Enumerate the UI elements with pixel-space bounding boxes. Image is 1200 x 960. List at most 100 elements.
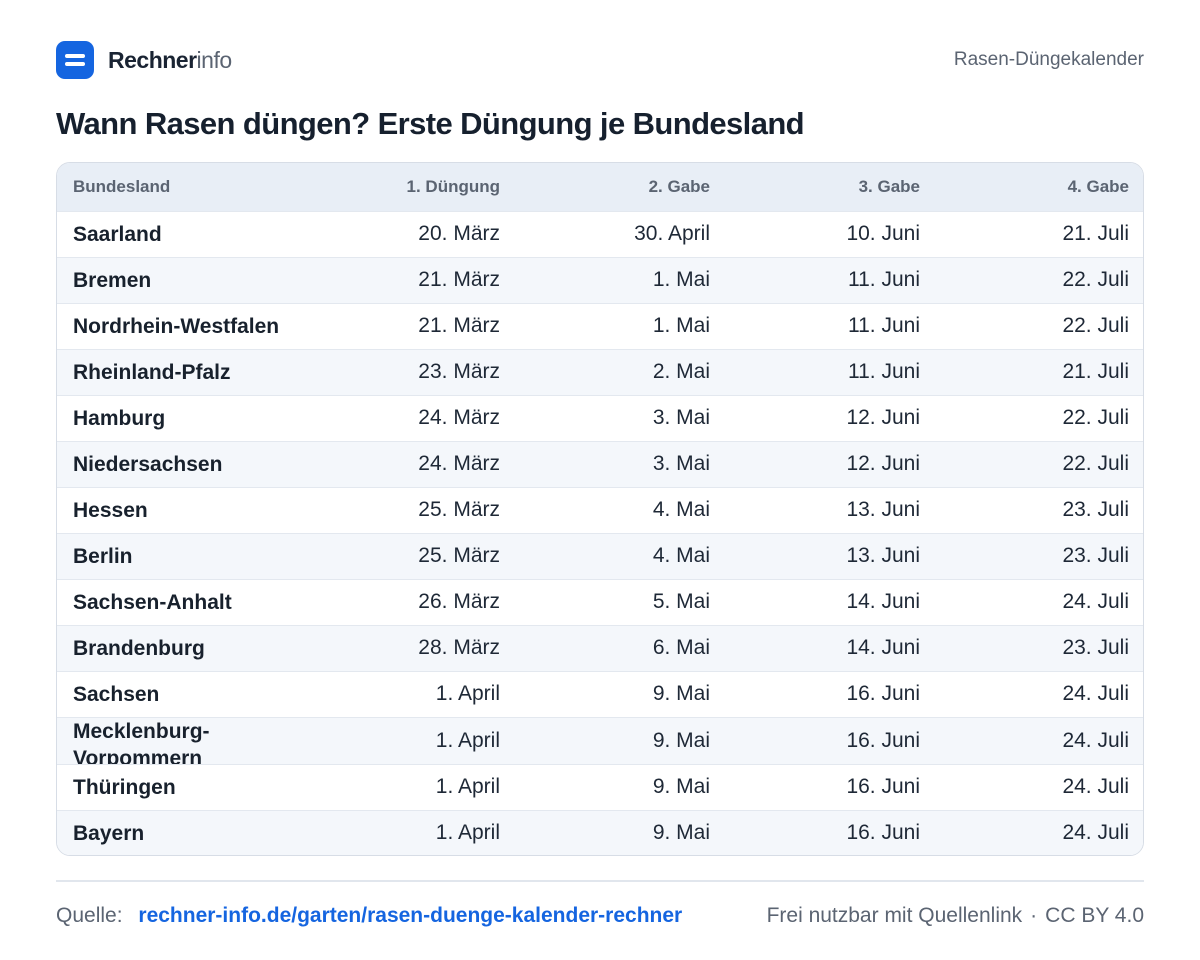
source-label: Quelle: xyxy=(56,904,123,927)
state-name: Berlin xyxy=(73,544,133,568)
first-fertilizing-cell: 21. März xyxy=(418,314,500,337)
column-header-bundesland: Bundesland xyxy=(73,176,171,196)
third-dose-cell: 16. Juni xyxy=(846,821,920,845)
license-separator: · xyxy=(1030,904,1038,927)
first-fertilizing-cell: 25. März xyxy=(418,498,500,521)
footer: Quelle: rechner-info.de/garten/rasen-due… xyxy=(56,904,1144,928)
table-row: Saarland 20. März 30. April 10. Juni 21. Jul… xyxy=(57,211,1143,257)
state-name: Mecklenburg-Vorpommern xyxy=(73,719,210,764)
license-text: Frei nutzbar mit Quellenlink xyxy=(766,904,1023,927)
fourth-dose-cell: 23. Juli xyxy=(1062,544,1129,567)
state-cell: Saarland xyxy=(57,211,307,257)
table-row: Bremen 21. März 1. Mai 11. Juni 22. Juli xyxy=(57,257,1143,303)
fourth-dose-cell: 22. Juli xyxy=(1062,314,1129,337)
fourth-dose-cell: 24. Juli xyxy=(1062,728,1129,752)
state-cell: Bremen xyxy=(57,257,307,303)
state-name: Thüringen xyxy=(73,775,176,799)
first-fertilizing-cell: 1. April xyxy=(435,775,500,798)
column-header-fourth-dose: 4. Gabe xyxy=(1067,176,1129,196)
state-cell: Berlin xyxy=(57,533,307,579)
third-dose-cell: 16. Juni xyxy=(846,775,920,798)
header-label: Rasen-Düngekalender xyxy=(953,49,1144,70)
table-row: Nordrhein-Westfalen 21. März 1. Mai 11. Jun… xyxy=(57,303,1143,349)
state-cell: Nordrhein-Westfalen xyxy=(57,303,307,349)
state-cell: Sachsen-Anhalt xyxy=(57,579,307,625)
third-dose-cell: 16. Juni xyxy=(846,728,920,752)
second-dose-cell: 1. Mai xyxy=(652,314,710,337)
state-cell: Thüringen xyxy=(57,764,307,810)
first-fertilizing-cell: 1. April xyxy=(435,728,500,752)
third-dose-cell: 16. Juni xyxy=(846,682,920,705)
fourth-dose-cell: 24. Juli xyxy=(1062,775,1129,798)
column-header-first-fertilizing: 1. Düngung xyxy=(406,176,500,196)
table-row: Sachsen-Anhalt 26. März 5. Mai 14. Juni 24. … xyxy=(57,579,1143,625)
second-dose-cell: 30. April xyxy=(634,222,710,245)
source: Quelle: rechner-info.de/garten/rasen-due… xyxy=(56,904,682,928)
state-cell: Brandenburg xyxy=(57,625,307,671)
state-name: Bayern xyxy=(73,821,145,845)
table-row: Hamburg 24. März 3. Mai 12. Juni 22. Juli xyxy=(57,395,1143,441)
state-cell: Bayern xyxy=(57,810,307,855)
second-dose-cell: 1. Mai xyxy=(652,268,710,291)
state-name: Bremen xyxy=(73,268,152,292)
fourth-dose-cell: 23. Juli xyxy=(1062,498,1129,521)
fourth-dose-cell: 24. Juli xyxy=(1062,590,1129,613)
third-dose-cell: 11. Juni xyxy=(848,268,920,291)
fourth-dose-cell: 24. Juli xyxy=(1062,821,1129,845)
state-name: Sachsen-Anhalt xyxy=(73,590,232,614)
third-dose-cell: 13. Juni xyxy=(846,498,920,521)
state-name: Saarland xyxy=(73,222,162,246)
second-dose-cell: 5. Mai xyxy=(652,590,710,613)
header: Rechnerinfo Rasen-Düngekalender xyxy=(56,40,1144,80)
state-cell: Niedersachsen xyxy=(57,441,307,487)
third-dose-cell: 11. Juni xyxy=(848,314,920,337)
state-name: Rheinland-Pfalz xyxy=(73,360,231,384)
third-dose-cell: 14. Juni xyxy=(846,636,920,659)
table-row: Berlin 25. März 4. Mai 13. Juni 23. Juli xyxy=(57,533,1143,579)
state-name: Nordrhein-Westfalen xyxy=(73,314,280,338)
license-name: CC BY 4.0 xyxy=(1045,904,1144,927)
state-cell: Mecklenburg-Vorpommern xyxy=(57,717,307,764)
table-row: Hessen 25. März 4. Mai 13. Juni 23. Juli xyxy=(57,487,1143,533)
second-dose-cell: 9. Mai xyxy=(652,728,710,752)
state-name: Niedersachsen xyxy=(73,452,223,476)
state-cell: Hamburg xyxy=(57,395,307,441)
state-cell: Sachsen xyxy=(57,671,307,717)
first-fertilizing-cell: 21. März xyxy=(418,268,500,291)
column-header-third-dose: 3. Gabe xyxy=(858,176,920,196)
first-fertilizing-cell: 24. März xyxy=(418,406,500,429)
third-dose-cell: 13. Juni xyxy=(846,544,920,567)
second-dose-cell: 3. Mai xyxy=(652,406,710,429)
second-dose-cell: 9. Mai xyxy=(652,682,710,705)
fourth-dose-cell: 21. Juli xyxy=(1062,222,1129,245)
state-cell: Rheinland-Pfalz xyxy=(57,349,307,395)
fourth-dose-cell: 23. Juli xyxy=(1062,636,1129,659)
second-dose-cell: 4. Mai xyxy=(652,544,710,567)
table-row: Rheinland-Pfalz 23. März 2. Mai 11. Juni 21.… xyxy=(57,349,1143,395)
state-name: Hessen xyxy=(73,498,148,522)
first-fertilizing-cell: 24. März xyxy=(418,452,500,475)
brand[interactable]: Rechnerinfo xyxy=(56,41,232,79)
first-fertilizing-cell: 1. April xyxy=(435,821,500,845)
fourth-dose-cell: 24. Juli xyxy=(1062,682,1129,705)
column-header-second-dose: 2. Gabe xyxy=(648,176,710,196)
state-cell: Hessen xyxy=(57,487,307,533)
state-name: Hamburg xyxy=(73,406,166,430)
table-body: Saarland 20. März 30. April 10. Juni 21. Jul… xyxy=(57,211,1143,855)
logo-icon xyxy=(56,41,94,79)
third-dose-cell: 14. Juni xyxy=(846,590,920,613)
footer-divider xyxy=(56,880,1144,882)
source-link[interactable]: rechner-info.de/garten/rasen-duenge-kale… xyxy=(138,904,683,927)
fourth-dose-cell: 22. Juli xyxy=(1062,268,1129,291)
first-fertilizing-cell: 20. März xyxy=(418,222,500,245)
table-row: Thüringen 1. April 9. Mai 16. Juni 24. Juli xyxy=(57,764,1143,810)
first-fertilizing-cell: 26. März xyxy=(418,590,500,613)
brand-name-light: info xyxy=(196,46,233,73)
second-dose-cell: 9. Mai xyxy=(652,775,710,798)
table-row: Niedersachsen 24. März 3. Mai 12. Juni 22. J… xyxy=(57,441,1143,487)
third-dose-cell: 12. Juni xyxy=(846,452,920,475)
license-info: Frei nutzbar mit Quellenlink · CC BY 4.0 xyxy=(767,904,1144,928)
second-dose-cell: 4. Mai xyxy=(652,498,710,521)
second-dose-cell: 6. Mai xyxy=(652,636,710,659)
